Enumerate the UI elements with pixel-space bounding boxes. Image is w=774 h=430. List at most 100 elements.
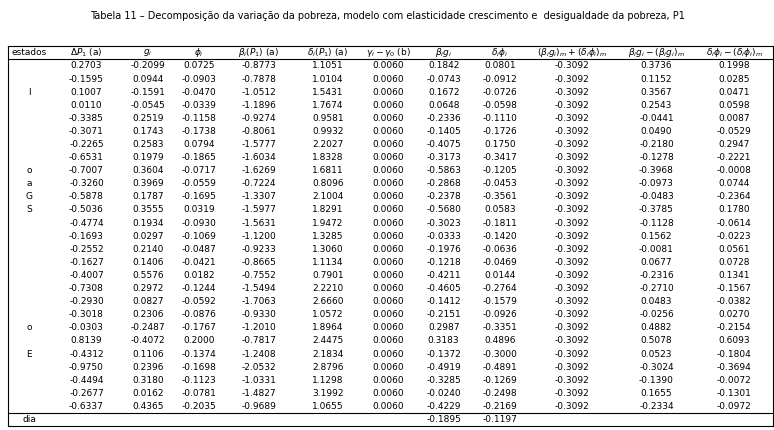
Text: -1.5631: -1.5631	[241, 218, 276, 227]
Text: -0.0453: -0.0453	[482, 179, 517, 188]
Text: -0.3092: -0.3092	[555, 153, 590, 162]
Text: 0.2543: 0.2543	[641, 101, 672, 110]
Text: 0.0060: 0.0060	[372, 297, 404, 306]
Text: -0.0545: -0.0545	[131, 101, 165, 110]
Text: 1.0104: 1.0104	[312, 74, 344, 83]
Text: 0.0060: 0.0060	[372, 245, 404, 254]
Text: 1.0572: 1.0572	[312, 310, 344, 319]
Text: 0.3183: 0.3183	[428, 336, 460, 345]
Text: -0.3092: -0.3092	[555, 166, 590, 175]
Text: -0.9233: -0.9233	[241, 245, 276, 254]
Text: -0.1767: -0.1767	[181, 323, 216, 332]
Text: 0.0060: 0.0060	[372, 127, 404, 136]
Text: $\delta_i(P_1)$ (a): $\delta_i(P_1)$ (a)	[307, 46, 348, 59]
Text: 0.1998: 0.1998	[718, 61, 750, 71]
Text: 2.6660: 2.6660	[312, 297, 344, 306]
Text: -0.2764: -0.2764	[482, 284, 517, 293]
Text: 0.1341: 0.1341	[718, 271, 750, 280]
Text: 1.5431: 1.5431	[312, 88, 344, 97]
Text: -1.2408: -1.2408	[241, 350, 276, 359]
Text: -0.2154: -0.2154	[717, 323, 752, 332]
Text: -1.1200: -1.1200	[241, 232, 276, 241]
Text: 0.0728: 0.0728	[718, 258, 750, 267]
Text: -0.3092: -0.3092	[555, 310, 590, 319]
Text: 1.8291: 1.8291	[312, 206, 344, 215]
Text: -0.2364: -0.2364	[717, 192, 752, 201]
Text: 0.0144: 0.0144	[485, 271, 515, 280]
Text: 0.0801: 0.0801	[484, 61, 515, 71]
Text: -0.1123: -0.1123	[182, 376, 216, 385]
Text: -0.1301: -0.1301	[717, 389, 752, 398]
Text: -0.6337: -0.6337	[69, 402, 104, 411]
Text: 0.0060: 0.0060	[372, 179, 404, 188]
Text: -0.3092: -0.3092	[555, 232, 590, 241]
Text: 0.1743: 0.1743	[132, 127, 163, 136]
Text: -0.2265: -0.2265	[69, 140, 104, 149]
Text: -0.1390: -0.1390	[639, 376, 674, 385]
Text: -1.3307: -1.3307	[241, 192, 276, 201]
Text: -0.1420: -0.1420	[482, 232, 517, 241]
Text: $\beta_i g_i$: $\beta_i g_i$	[435, 46, 452, 59]
Text: 0.0060: 0.0060	[372, 258, 404, 267]
Text: -0.7878: -0.7878	[241, 74, 276, 83]
Text: -1.0331: -1.0331	[241, 376, 276, 385]
Text: -0.3694: -0.3694	[717, 362, 752, 372]
Text: -0.2334: -0.2334	[639, 402, 674, 411]
Text: 0.0060: 0.0060	[372, 166, 404, 175]
Text: -0.1269: -0.1269	[482, 376, 517, 385]
Text: 0.2000: 0.2000	[183, 336, 214, 345]
Text: 0.1007: 0.1007	[70, 88, 102, 97]
Text: -0.0781: -0.0781	[181, 389, 216, 398]
Text: -0.3092: -0.3092	[555, 179, 590, 188]
Text: -0.0717: -0.0717	[181, 166, 216, 175]
Text: -0.3092: -0.3092	[555, 362, 590, 372]
Text: Tabela 11 – Decomposição da variação da pobreza, modelo com elasticidade crescim: Tabela 11 – Decomposição da variação da …	[90, 11, 684, 21]
Text: 0.1406: 0.1406	[132, 258, 163, 267]
Text: -0.3968: -0.3968	[639, 166, 674, 175]
Text: -0.4072: -0.4072	[131, 336, 165, 345]
Text: 0.1979: 0.1979	[132, 153, 163, 162]
Text: 0.3736: 0.3736	[641, 61, 673, 71]
Text: -0.3092: -0.3092	[555, 297, 590, 306]
Text: -0.0559: -0.0559	[181, 179, 216, 188]
Text: -1.4827: -1.4827	[241, 389, 276, 398]
Text: -0.3092: -0.3092	[555, 350, 590, 359]
Text: -0.7308: -0.7308	[69, 284, 104, 293]
Text: -0.2498: -0.2498	[482, 389, 517, 398]
Text: estados: estados	[12, 48, 47, 57]
Text: -0.1738: -0.1738	[181, 127, 216, 136]
Text: 0.0583: 0.0583	[484, 206, 515, 215]
Text: 0.4882: 0.4882	[641, 323, 672, 332]
Text: -0.2169: -0.2169	[482, 402, 517, 411]
Text: -0.0469: -0.0469	[482, 258, 517, 267]
Text: $(\beta_i g_i)_m+(\delta_i\phi_i)_m$: $(\beta_i g_i)_m+(\delta_i\phi_i)_m$	[537, 46, 608, 59]
Text: 1.9472: 1.9472	[312, 218, 344, 227]
Text: -0.3018: -0.3018	[69, 310, 104, 319]
Text: 0.0060: 0.0060	[372, 192, 404, 201]
Text: 0.1780: 0.1780	[718, 206, 750, 215]
Text: -0.0339: -0.0339	[181, 101, 216, 110]
Text: 1.0655: 1.0655	[312, 402, 344, 411]
Text: -0.3173: -0.3173	[426, 153, 461, 162]
Text: $g_i$: $g_i$	[143, 47, 152, 58]
Text: -0.2316: -0.2316	[639, 271, 674, 280]
Text: 0.3180: 0.3180	[132, 376, 163, 385]
Text: 0.0794: 0.0794	[183, 140, 214, 149]
Text: 0.0060: 0.0060	[372, 153, 404, 162]
Text: 0.2396: 0.2396	[132, 362, 163, 372]
Text: 0.0162: 0.0162	[132, 389, 163, 398]
Text: 0.1672: 0.1672	[428, 88, 460, 97]
Text: 0.5576: 0.5576	[132, 271, 163, 280]
Text: -0.2552: -0.2552	[69, 245, 104, 254]
Text: -0.0072: -0.0072	[717, 376, 752, 385]
Text: 0.1655: 0.1655	[641, 389, 673, 398]
Text: -0.0081: -0.0081	[639, 245, 674, 254]
Text: -0.0470: -0.0470	[182, 88, 216, 97]
Text: -0.3351: -0.3351	[482, 323, 517, 332]
Text: -0.0382: -0.0382	[717, 297, 752, 306]
Text: -0.3092: -0.3092	[555, 376, 590, 385]
Text: -0.1695: -0.1695	[181, 192, 216, 201]
Text: -0.5863: -0.5863	[426, 166, 461, 175]
Text: -0.0598: -0.0598	[482, 101, 517, 110]
Text: 1.8964: 1.8964	[312, 323, 344, 332]
